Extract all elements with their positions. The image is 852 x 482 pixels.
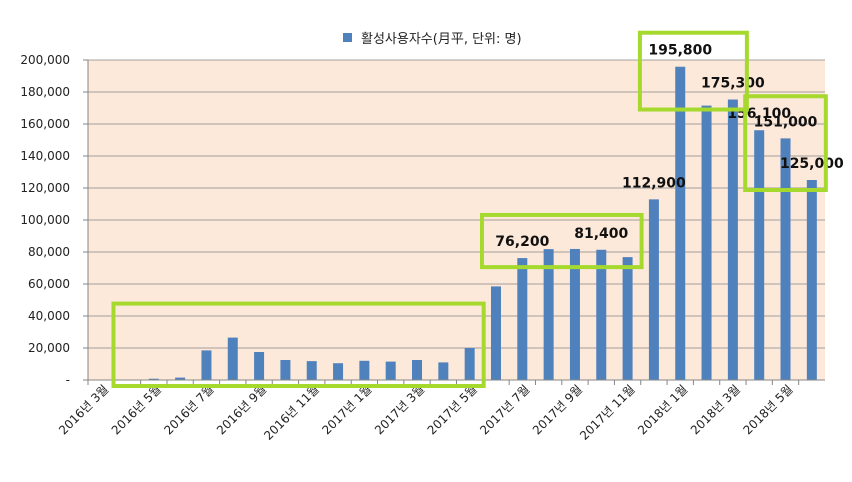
x-tick-label: 2016년 3월: [56, 382, 111, 437]
data-label: 81,400: [574, 226, 628, 242]
bar: [148, 378, 159, 380]
y-tick-label: 40,000: [28, 309, 70, 323]
bar: [201, 350, 212, 380]
highlight-box: [743, 94, 828, 192]
y-tick-label: 120,000: [20, 181, 70, 195]
bars: [96, 66, 817, 381]
bar: [227, 337, 238, 380]
bar: [622, 257, 633, 380]
x-tick-label: 2016년 7월: [161, 382, 216, 437]
x-tick-label: 2017년 11월: [577, 382, 638, 443]
y-tick-label: 140,000: [20, 149, 70, 163]
y-tick-label: 80,000: [28, 245, 70, 259]
bar: [727, 99, 738, 381]
highlight-box: [111, 301, 486, 389]
x-tick-label: 2017년 9월: [530, 382, 585, 437]
bar: [359, 360, 370, 380]
x-tick-label: 2017년 1월: [319, 382, 374, 437]
y-tick-label: 180,000: [20, 85, 70, 99]
bar: [675, 66, 686, 380]
bar: [412, 360, 423, 380]
legend: 활성사용자수(月平, 단위: 명): [343, 32, 522, 47]
x-tick-label: 2016년 11월: [261, 382, 322, 443]
data-label: 76,200: [495, 234, 549, 250]
bar: [754, 130, 765, 380]
x-tick-label: 2018년 3월: [688, 382, 743, 437]
bar: [280, 360, 291, 380]
y-tick-label: 20,000: [28, 341, 70, 355]
bar: [490, 286, 501, 380]
bar: [254, 352, 265, 380]
data-label: 175,300: [701, 76, 765, 92]
bar: [648, 199, 659, 380]
y-tick-label: 200,000: [20, 53, 70, 67]
bar: [517, 258, 528, 380]
y-tick-label: 160,000: [20, 117, 70, 131]
x-tick-label: 2018년 1월: [635, 382, 690, 437]
bar: [385, 361, 396, 380]
bar: [806, 180, 817, 380]
bar: [596, 249, 607, 380]
highlight-box: [637, 30, 749, 112]
bar: [306, 361, 317, 380]
y-tick-label: 60,000: [28, 277, 70, 291]
bar: [464, 348, 475, 380]
x-tick-label: 2018년 5월: [740, 382, 795, 437]
legend-label: 활성사용자수(月平, 단위: 명): [361, 32, 522, 47]
bar: [543, 249, 554, 380]
data-label: 151,000: [754, 114, 818, 130]
bar: [780, 138, 791, 380]
x-tick-label: 2016년 5월: [109, 382, 164, 437]
y-tick-label: 100,000: [20, 213, 70, 227]
bar: [175, 377, 186, 380]
legend-swatch: [343, 33, 352, 42]
data-label: 125,000: [780, 156, 844, 172]
bar: [438, 362, 449, 380]
bar: [701, 105, 712, 380]
y-tick-label: -: [66, 373, 70, 387]
data-label: 195,800: [648, 43, 712, 59]
x-tick-label: 2017년 7월: [477, 382, 532, 437]
x-tick-label: 2017년 5월: [425, 382, 480, 437]
x-tick-label: 2017년 3월: [372, 382, 427, 437]
bar: [333, 363, 344, 380]
highlight-box: [479, 212, 644, 270]
highlight-boxes: [111, 30, 828, 389]
y-axis-ticks: - 20,000 40,000 60,000 80,000 100,000 120,000 1…: [20, 53, 88, 387]
bar: [569, 248, 580, 380]
x-tick-label: 2016년 9월: [214, 382, 269, 437]
data-label: 112,900: [622, 175, 686, 191]
